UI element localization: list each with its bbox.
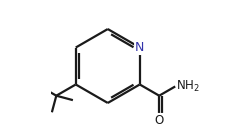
Text: O: O xyxy=(155,114,164,126)
Text: N: N xyxy=(135,41,144,54)
Text: NH$_2$: NH$_2$ xyxy=(176,79,200,94)
